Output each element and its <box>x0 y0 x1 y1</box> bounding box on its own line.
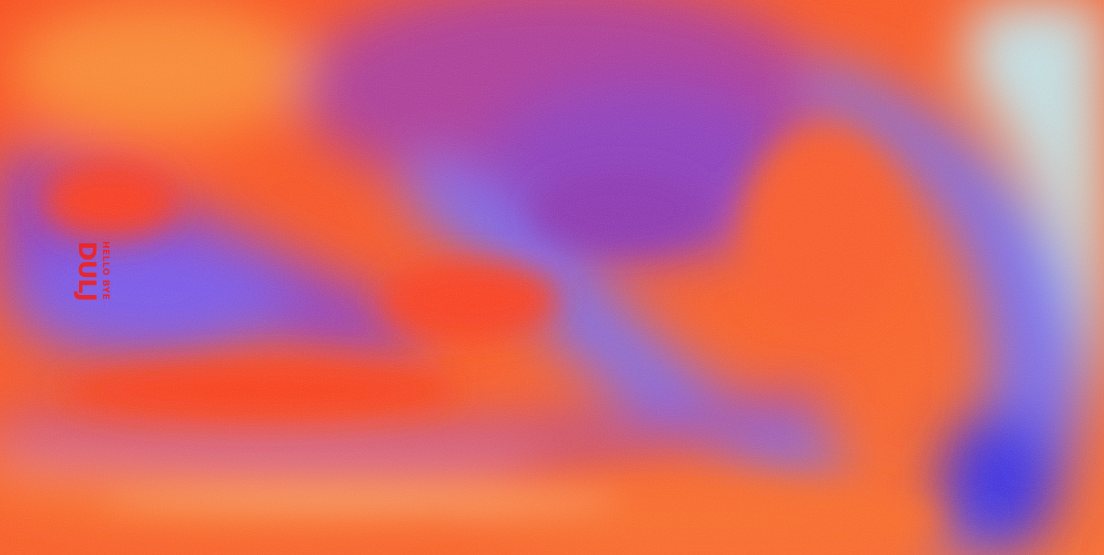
logo-line1: HELLO BYE <box>100 241 110 300</box>
logo-line2: DULJ <box>73 241 101 301</box>
brand-logo: HELLO BYE DULJ <box>60 236 118 322</box>
